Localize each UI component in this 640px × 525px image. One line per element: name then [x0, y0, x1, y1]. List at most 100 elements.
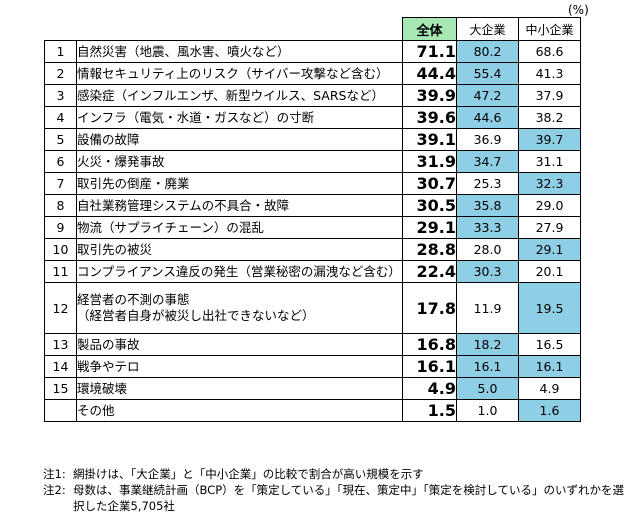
row-sme: 37.9: [518, 84, 581, 107]
row-total: 29.1: [402, 216, 457, 239]
row-large: 80.2: [456, 40, 519, 63]
row-label-text: その他: [77, 402, 115, 418]
row-sme: 27.9: [518, 216, 581, 239]
row-sme: 4.9: [518, 377, 581, 400]
row-number: 2: [44, 62, 77, 85]
row-label-text: 戦争やテロ: [77, 358, 140, 374]
header-large: 大企業: [456, 17, 519, 41]
risk-table: 全体 大企業 中小企業 1 自然災害（地震、風水害、噴火など） 71.1 80.2 68…: [44, 17, 581, 422]
row-label-text: 自然災害（地震、風水害、噴火など）: [77, 43, 290, 59]
row-number: 13: [44, 333, 77, 356]
row-label: 取引先の倒産・廃業: [76, 172, 403, 195]
table-row: 4 インフラ（電気・水道・ガスなど）の寸断 39.6 44.6 38.2: [44, 106, 581, 129]
row-number: 7: [44, 172, 77, 195]
row-label: 経営者の不測の事態 （経営者自身が被災し出社できないなど）: [76, 282, 403, 334]
row-sme: 68.6: [518, 40, 581, 63]
row-sme: 20.1: [518, 260, 581, 283]
table-row: 1 自然災害（地震、風水害、噴火など） 71.1 80.2 68.6: [44, 40, 581, 63]
row-sme: 19.5: [518, 282, 581, 334]
note-2-text: 母数は、事業継続計画（BCP）を「策定している」「現在、策定中」「策定を検討して…: [73, 483, 624, 513]
row-label: 火災・爆発事故: [76, 150, 403, 173]
table-row: 15 環境破壊 4.9 5.0 4.9: [44, 377, 581, 400]
risk-table-body: 全体 大企業 中小企業 1 自然災害（地震、風水害、噴火など） 71.1 80.2 68…: [44, 17, 581, 422]
row-sme: 31.1: [518, 150, 581, 173]
table-row: 7 取引先の倒産・廃業 30.7 25.3 32.3: [44, 172, 581, 195]
row-number: 4: [44, 106, 77, 129]
row-sme: 38.2: [518, 106, 581, 129]
row-number: 11: [44, 260, 77, 283]
row-label-text: インフラ（電気・水道・ガスなど）の寸断: [77, 109, 315, 125]
row-large: 34.7: [456, 150, 519, 173]
table-row: 2 情報セキュリティ上のリスク（サイバー攻撃など含む） 44.4 55.4 41.3: [44, 62, 581, 85]
row-label: 物流（サプライチェーン）の混乱: [76, 216, 403, 239]
header-blank-no: [45, 18, 77, 41]
row-large: 33.3: [456, 216, 519, 239]
row-total: 39.1: [402, 128, 457, 151]
row-total: 16.1: [402, 355, 457, 378]
row-number: 9: [44, 216, 77, 239]
notes: 注1: 網掛けは、「大企業」と「中小企業」の比較で割合が高い規模を示す 注2: …: [43, 466, 633, 514]
row-label-text: 物流（サプライチェーン）の混乱: [77, 219, 264, 235]
row-label: 取引先の被災: [76, 238, 403, 261]
row-label: コンプライアンス違反の発生（営業秘密の漏洩など含む）: [76, 260, 403, 283]
row-label: 感染症（インフルエンザ、新型ウイルス、SARSなど）: [76, 84, 403, 107]
table-row: その他 1.5 1.0 1.6: [44, 399, 581, 422]
row-number: 5: [44, 128, 77, 151]
row-label-text: 取引先の倒産・廃業: [77, 175, 190, 191]
unit-label: (%): [568, 3, 589, 17]
row-total: 17.8: [402, 282, 457, 334]
row-total: 30.7: [402, 172, 457, 195]
row-label-text: 感染症（インフルエンザ、新型ウイルス、SARSなど）: [77, 87, 384, 103]
row-label-text: 自社業務管理システムの不具合・故障: [77, 197, 290, 213]
row-total: 71.1: [402, 40, 457, 63]
row-number: [44, 399, 77, 422]
row-total: 1.5: [402, 399, 457, 422]
row-sme: 1.6: [518, 399, 581, 422]
row-label: 情報セキュリティ上のリスク（サイバー攻撃など含む）: [76, 62, 403, 85]
row-large: 35.8: [456, 194, 519, 217]
table-row: 6 火災・爆発事故 31.9 34.7 31.1: [44, 150, 581, 173]
row-label-text: 設備の故障: [77, 131, 140, 147]
header-total: 全体: [402, 17, 457, 41]
table-row: 10 取引先の被災 28.8 28.0 29.1: [44, 238, 581, 261]
table-row: 5 設備の故障 39.1 36.9 39.7: [44, 128, 581, 151]
row-number: 14: [44, 355, 77, 378]
row-number: 12: [44, 282, 77, 334]
row-large: 44.6: [456, 106, 519, 129]
table-row: 9 物流（サプライチェーン）の混乱 29.1 33.3 27.9: [44, 216, 581, 239]
row-number: 1: [44, 40, 77, 63]
row-number: 8: [44, 194, 77, 217]
table-row: 3 感染症（インフルエンザ、新型ウイルス、SARSなど） 39.9 47.2 37.9: [44, 84, 581, 107]
row-sme: 39.7: [518, 128, 581, 151]
row-label: 自然災害（地震、風水害、噴火など）: [76, 40, 403, 63]
row-large: 30.3: [456, 260, 519, 283]
row-label-text: 情報セキュリティ上のリスク（サイバー攻撃など含む）: [77, 65, 389, 81]
row-label-text: 経営者の不測の事態: [77, 292, 190, 307]
note-1-text: 網掛けは、「大企業」と「中小企業」の比較で割合が高い規模を示す: [73, 467, 424, 481]
header-sme: 中小企業: [518, 17, 581, 41]
row-label: 戦争やテロ: [76, 355, 403, 378]
row-large: 36.9: [456, 128, 519, 151]
row-total: 30.5: [402, 194, 457, 217]
row-sme: 16.5: [518, 333, 581, 356]
row-label: その他: [76, 399, 403, 422]
row-number: 3: [44, 84, 77, 107]
row-label: 自社業務管理システムの不具合・故障: [76, 194, 403, 217]
row-sme: 41.3: [518, 62, 581, 85]
row-sme: 32.3: [518, 172, 581, 195]
row-large: 47.2: [456, 84, 519, 107]
row-total: 22.4: [402, 260, 457, 283]
table-header-row: 全体 大企業 中小企業: [45, 17, 581, 41]
row-label: インフラ（電気・水道・ガスなど）の寸断: [76, 106, 403, 129]
row-sme: 29.0: [518, 194, 581, 217]
row-large: 28.0: [456, 238, 519, 261]
row-total: 44.4: [402, 62, 457, 85]
row-sme: 29.1: [518, 238, 581, 261]
row-total: 31.9: [402, 150, 457, 173]
row-label: 環境破壊: [76, 377, 403, 400]
row-total: 39.9: [402, 84, 457, 107]
row-large: 16.1: [456, 355, 519, 378]
row-label: 設備の故障: [76, 128, 403, 151]
note-1: 注1: 網掛けは、「大企業」と「中小企業」の比較で割合が高い規模を示す: [43, 466, 633, 482]
row-label-text: 火災・爆発事故: [77, 153, 165, 169]
